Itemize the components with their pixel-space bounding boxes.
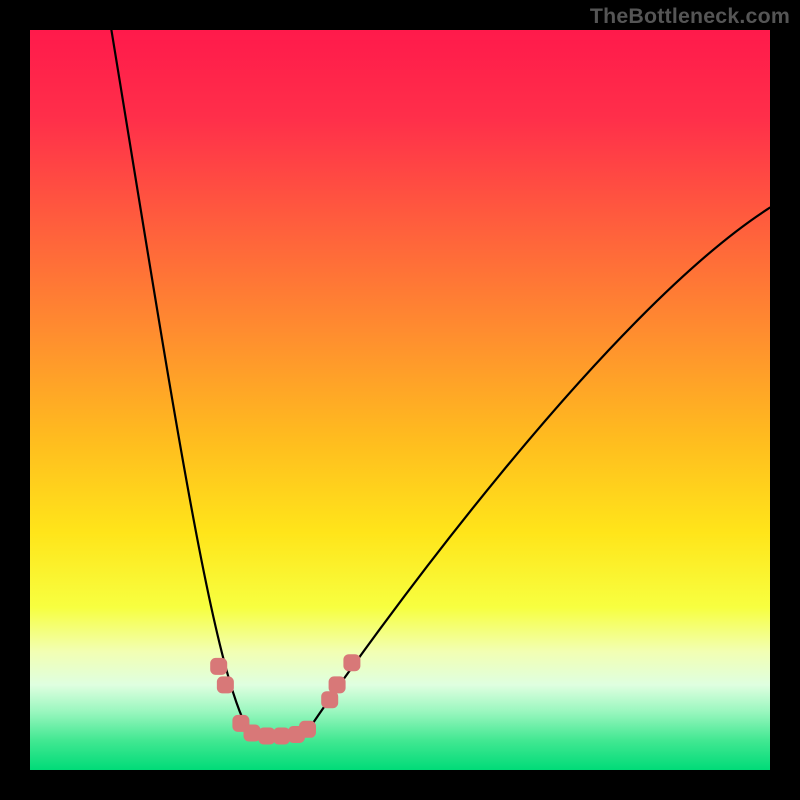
chart-area (30, 30, 770, 770)
chart-background (30, 30, 770, 770)
data-marker (211, 658, 227, 674)
watermark-text: TheBottleneck.com (590, 4, 790, 29)
data-marker (259, 728, 275, 744)
data-marker (344, 655, 360, 671)
data-marker (322, 692, 338, 708)
data-marker (244, 725, 260, 741)
data-marker (329, 677, 345, 693)
data-marker (217, 677, 233, 693)
data-marker (300, 721, 316, 737)
data-marker (274, 728, 290, 744)
image-frame: TheBottleneck.com (0, 0, 800, 800)
chart-svg (30, 30, 770, 770)
